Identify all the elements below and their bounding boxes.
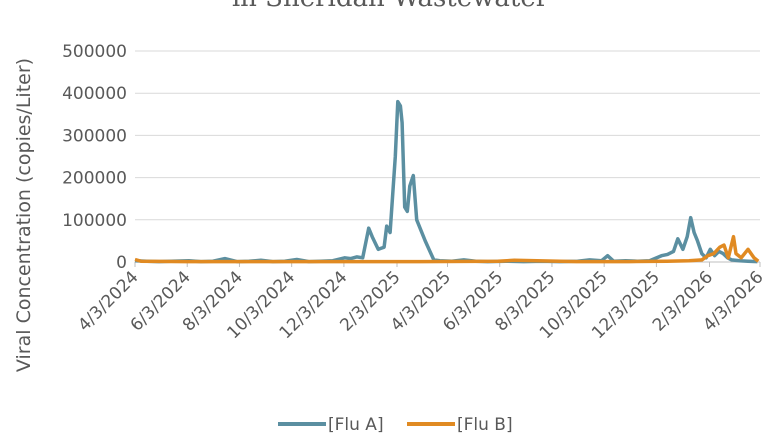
y-tick-label: 300000 bbox=[62, 126, 127, 146]
y-tick-label: 200000 bbox=[62, 169, 127, 189]
legend-label: [Flu A] bbox=[328, 415, 384, 435]
chart-title: in Sheridan Wastewater bbox=[232, 0, 549, 13]
series-line bbox=[134, 99, 758, 264]
y-tick-label: 500000 bbox=[62, 42, 127, 62]
y-axis-label: Viral Concentration (copies/Liter) bbox=[13, 58, 35, 372]
y-tick-label: 0 bbox=[116, 253, 127, 273]
y-tick-label: 400000 bbox=[62, 84, 127, 104]
series-line bbox=[134, 234, 760, 264]
legend-label: [Flu B] bbox=[457, 415, 513, 435]
y-tick-label: 100000 bbox=[62, 211, 127, 231]
